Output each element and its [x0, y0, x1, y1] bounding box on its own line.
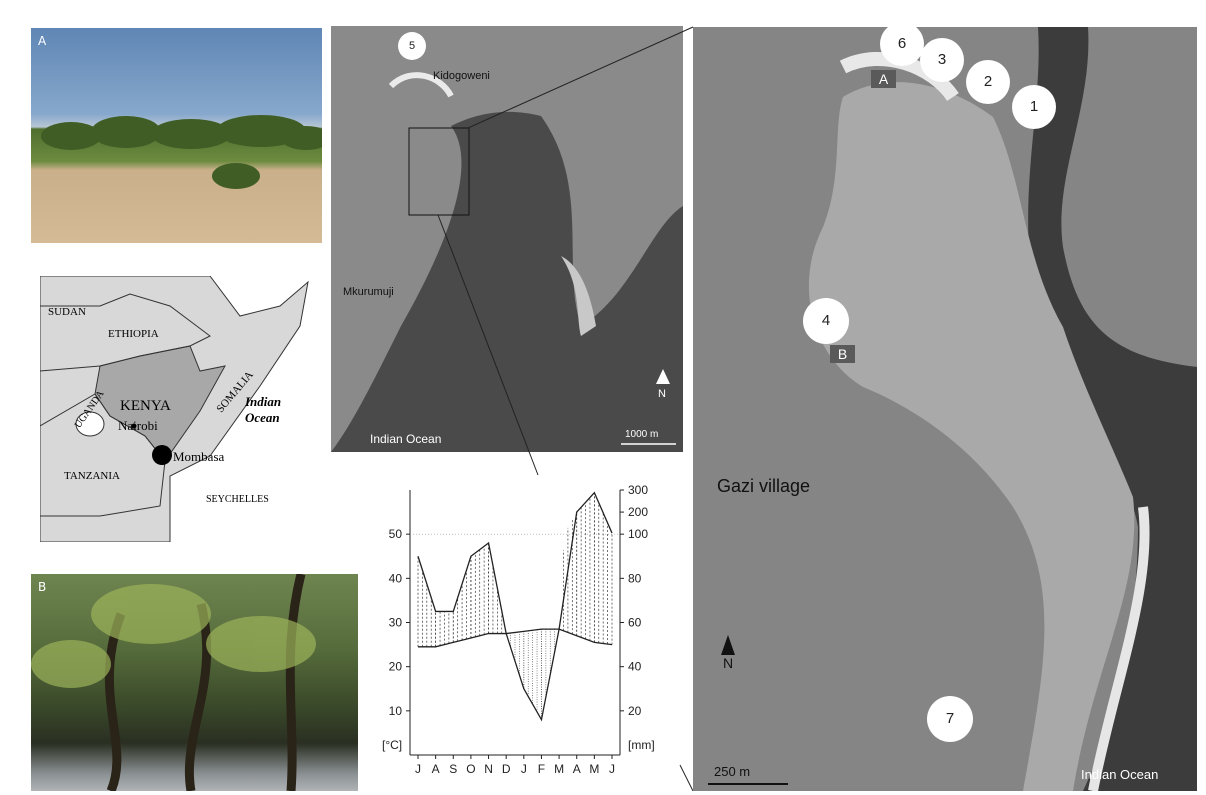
x-tick-label: M [554, 762, 564, 776]
ethiopia-label: ETHIOPIA [108, 328, 159, 340]
tanzania-label: TANZANIA [64, 470, 120, 482]
right-north-label: N [723, 655, 734, 671]
left-tick-label: 40 [389, 571, 403, 585]
indian-ocean-line2: Ocean [245, 410, 280, 425]
left-unit-label: [°C] [382, 738, 402, 752]
right-tick-label: 20 [628, 704, 642, 718]
x-tick-label: J [521, 762, 527, 776]
kenya-locator-map: SUDAN ETHIOPIA SOMALIA UGANDA KENYA TANZ… [40, 276, 316, 542]
indian-ocean-line1: Indian [245, 394, 282, 409]
mid-ocean-label: Indian Ocean [370, 432, 442, 446]
photo-a-mangrove-edge: A [31, 28, 322, 243]
left-tick-label: 20 [389, 660, 403, 674]
gazi-village-detail-map: 6 3 2 1 4 7 A B Gazi village N 250 m Ind… [693, 27, 1197, 791]
mid-scale-label: 1000 m [625, 429, 659, 440]
climate-diagram: 10 20 30 40 50 20 40 60 80 100 200 300 [°C] [mm] J A S O N… [350, 480, 680, 791]
nairobi-label: Nairobi [118, 418, 158, 433]
plot-b-marker: B [830, 345, 855, 363]
left-tick-label: 30 [389, 616, 403, 630]
gazi-village-label: Gazi village [717, 476, 811, 496]
right-tick-label: 80 [628, 571, 642, 585]
right-tick-label: 300 [628, 483, 648, 497]
x-tick-label: S [449, 762, 457, 776]
site-5-marker: 5 [398, 32, 426, 60]
site-6-marker: 6 [880, 27, 924, 66]
mombasa-label: Mombasa [173, 449, 225, 464]
x-tick-label: J [609, 762, 615, 776]
site-4-marker: 4 [803, 298, 849, 344]
site-3-marker: 3 [920, 38, 964, 82]
right-tick-label: 100 [628, 527, 648, 541]
right-ocean-label: Indian Ocean [1081, 767, 1159, 782]
gazi-bay-overview-map: 5 Kidogoweni Mkurumuji Indian Ocean N 10… [331, 26, 683, 452]
site-7-marker: 7 [927, 696, 973, 742]
x-tick-label: J [415, 762, 421, 776]
right-scale-label: 250 m [714, 764, 751, 779]
x-tick-label: O [466, 762, 475, 776]
site-1-marker: 1 [1012, 85, 1056, 129]
precipitation-line [417, 491, 613, 722]
photo-a-letter: A [38, 34, 47, 48]
left-tick-label: 10 [389, 704, 403, 718]
mid-north-label: N [658, 388, 666, 400]
seychelles-label: SEYCHELLES [206, 494, 269, 505]
photo-b-mangrove-forest: B [31, 574, 358, 791]
temperature-line [418, 628, 613, 648]
x-tick-label: F [538, 762, 545, 776]
site-2-marker: 2 [966, 60, 1010, 104]
x-tick-label: A [573, 762, 581, 776]
x-tick-label: M [589, 762, 599, 776]
mkurumuji-label: Mkurumuji [343, 286, 394, 298]
x-tick-label: D [502, 762, 511, 776]
left-tick-label: 50 [389, 527, 403, 541]
plot-a-marker: A [871, 70, 896, 88]
right-tick-label: 60 [628, 616, 642, 630]
kenya-label: KENYA [120, 398, 171, 414]
x-tick-label: A [432, 762, 440, 776]
x-tick-label: N [484, 762, 493, 776]
right-tick-label: 200 [628, 505, 648, 519]
kidogoweni-label: Kidogoweni [433, 70, 490, 82]
sudan-label: SUDAN [48, 306, 86, 318]
right-unit-label: [mm] [628, 738, 655, 752]
photo-b-letter: B [38, 580, 47, 594]
right-tick-label: 40 [628, 660, 642, 674]
